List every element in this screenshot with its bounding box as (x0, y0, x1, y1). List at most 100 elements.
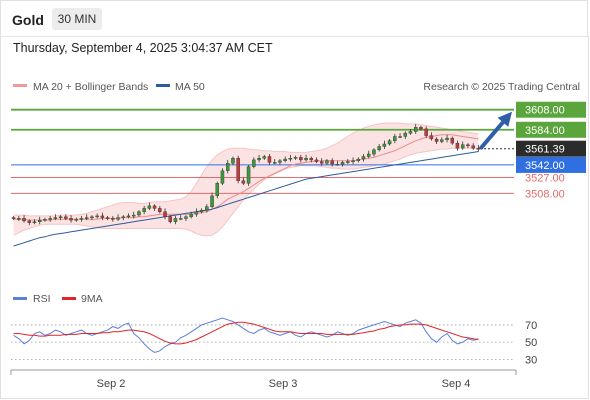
level-label-pivot: 3542.00 (525, 160, 565, 172)
candle-body (111, 218, 115, 220)
candle-body (48, 218, 52, 220)
legend-swatch-9ma (62, 297, 76, 300)
candle-body (377, 146, 381, 150)
candle-body (330, 160, 334, 165)
candle-body (116, 217, 120, 220)
level-tag-target (516, 121, 586, 138)
candle-body (403, 132, 408, 137)
candle-body (105, 217, 110, 219)
level-label-support: 3508.00 (525, 188, 565, 200)
candle-body (11, 217, 16, 219)
candle-body (424, 128, 428, 136)
candle-body (440, 139, 444, 142)
candle-body (210, 195, 214, 207)
candle-body (372, 149, 376, 155)
rsi-line (13, 317, 479, 354)
candle-body (152, 205, 157, 209)
candle-body (231, 157, 235, 164)
candle-body (205, 206, 209, 211)
candle-body (461, 144, 465, 149)
candle-body (304, 157, 308, 161)
candle-body (257, 157, 261, 161)
candle-body (69, 218, 73, 221)
legend-label-ma50: MA 50 (175, 81, 205, 93)
candle-body (43, 219, 47, 221)
candle-body (314, 159, 319, 162)
legend-label-9ma: 9MA (81, 293, 103, 305)
candle-body (445, 137, 449, 141)
last-price-tag (516, 140, 586, 157)
candle-body (299, 157, 303, 161)
candle-body (434, 138, 439, 142)
level-tag-pivot (516, 156, 586, 173)
candle-body (288, 157, 293, 160)
candle-body (267, 156, 272, 163)
legend-label-ma20: MA 20 + Bollinger Bands (33, 81, 148, 93)
candle-body (121, 216, 125, 219)
candle-body (278, 160, 282, 163)
x-axis-label: Sep 3 (269, 378, 298, 390)
rsi-ma9-line (13, 321, 479, 345)
candle-body (476, 147, 481, 150)
interval-button[interactable]: 30 MIN (52, 8, 102, 30)
candle-body (356, 158, 361, 162)
candle-body (346, 161, 350, 163)
candle-body (173, 218, 178, 222)
candle-body (84, 217, 89, 219)
candle-body (158, 208, 162, 212)
candle-body (53, 217, 58, 219)
x-axis: Sep 2 Sep 3 Sep 4 (10, 369, 517, 390)
candle-body (100, 215, 105, 218)
candle-body (236, 157, 240, 181)
candle-body (215, 183, 219, 197)
moving-averages (13, 134, 479, 247)
rsi-tick-label: 50 (525, 337, 537, 349)
candle-body (408, 131, 413, 134)
candle-body (450, 137, 455, 144)
bollinger-band-area (13, 123, 479, 236)
candle-body (414, 127, 418, 132)
candle-body (252, 159, 256, 167)
chart-header: Gold 30 MIN (0, 0, 588, 36)
candle-body (325, 160, 329, 164)
candle-body (142, 208, 146, 212)
candle-body (199, 209, 204, 213)
candle-body (131, 214, 136, 217)
candle-body (163, 211, 167, 217)
candle-body (58, 216, 63, 219)
candles (11, 123, 481, 226)
candle-body (393, 136, 397, 141)
candle-body (137, 211, 141, 216)
candle-body (340, 162, 345, 165)
candle-body (17, 218, 21, 220)
last-price-label: 3561.39 (525, 144, 565, 156)
candle-body (293, 157, 298, 159)
candle-body (335, 163, 340, 166)
candle-body (361, 156, 366, 160)
candle-body (95, 215, 99, 218)
forecast-arrow-shaft (478, 117, 508, 150)
ma50-line (13, 151, 479, 247)
legend-swatch-ma50 (156, 84, 170, 87)
candle-body (309, 157, 314, 161)
candle-body (220, 170, 225, 184)
rsi-tick-label: 30 (525, 354, 537, 366)
candle-body (241, 180, 246, 184)
chart-datetime: Thursday, September 4, 2025 3:04:37 AM C… (13, 41, 273, 55)
chart-frame (0, 36, 589, 399)
candle-body (79, 218, 84, 220)
candle-body (419, 127, 423, 130)
candle-body (351, 160, 355, 162)
legend-swatch-rsi (13, 297, 27, 300)
candle-body (168, 216, 172, 223)
forecast-arrow-head (497, 111, 512, 127)
candle-body (471, 145, 475, 149)
candle-body (398, 136, 402, 138)
rsi-panel: 70 50 30 (11, 317, 537, 366)
level-label-support: 3527.00 (525, 172, 565, 184)
candle-body (27, 220, 32, 223)
candle-body (194, 211, 199, 215)
bollinger-band (13, 122, 479, 237)
bollinger-lower-line (13, 147, 479, 237)
